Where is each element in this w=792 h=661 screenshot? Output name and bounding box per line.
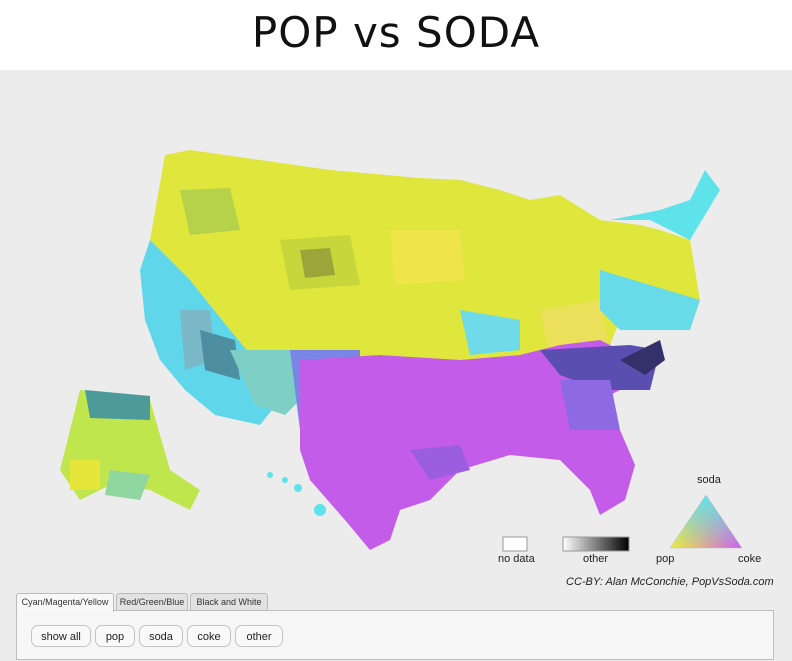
region-alaska [60,390,200,510]
other-label: other [583,553,609,565]
region-soda-northeast [460,170,720,355]
region-coke [300,340,665,550]
tab-red-green-blue[interactable]: Red/Green/Blue [116,593,188,610]
pop-label: pop [656,553,675,565]
soda-button[interactable]: soda [139,625,183,647]
no-data-label: no data [498,553,535,565]
coke-button[interactable]: coke [187,625,231,647]
coke-label: coke [738,553,762,565]
show-all-button[interactable]: show all [31,625,91,647]
region-pop [150,150,700,375]
filter-panel: show all pop soda coke other [16,610,774,660]
tab-cyan-magenta-yellow[interactable]: Cyan/Magenta/Yellow [16,593,114,612]
page-title: POP vs SODA [251,8,541,57]
no-data-swatch [502,536,528,552]
us-map[interactable] [0,70,792,661]
other-button[interactable]: other [235,625,283,647]
pop-button[interactable]: pop [95,625,135,647]
ternary-legend [669,494,743,549]
region-hawaii [267,472,326,516]
credit-line: CC-BY: Alan McConchie, PopVsSoda.com [566,576,774,588]
other-swatch [562,536,630,552]
soda-label: soda [697,474,721,486]
tab-black-and-white[interactable]: Black and White [190,593,268,610]
